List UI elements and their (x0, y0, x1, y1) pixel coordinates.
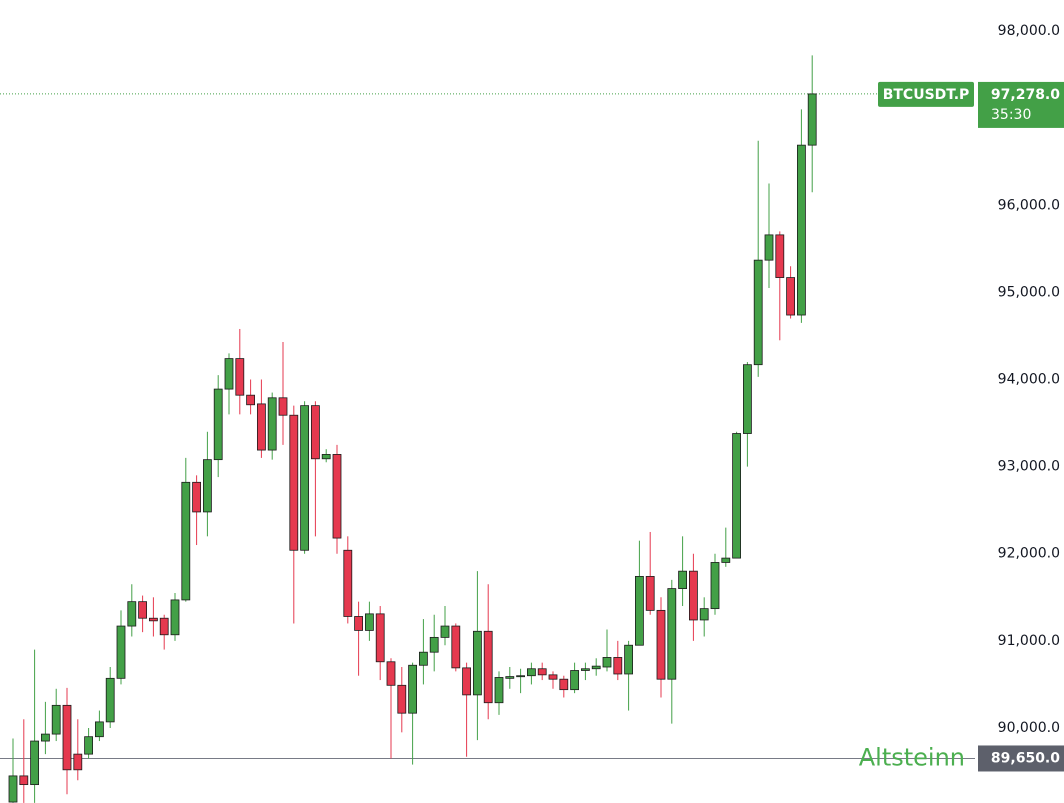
candle-body (462, 667, 472, 696)
candle-body (310, 405, 320, 460)
candle-body (516, 675, 525, 678)
candle-body (408, 664, 418, 714)
candle-body (602, 657, 612, 668)
candle-body (537, 668, 547, 676)
candle-body (364, 613, 374, 631)
candle-body (645, 575, 655, 611)
candle-body (797, 144, 806, 316)
candle-body (483, 630, 493, 704)
level-label: 89,650.0 (991, 750, 1060, 766)
y-tick-label: 93,000.0 (998, 459, 1060, 475)
candle-body (472, 630, 482, 696)
candle-body (397, 684, 407, 714)
candle-body (559, 678, 569, 691)
candle-body (246, 394, 256, 406)
candle-body (105, 677, 115, 723)
candle-body (51, 704, 61, 735)
candle-body (73, 753, 83, 771)
y-tick-label: 95,000.0 (998, 284, 1060, 300)
countdown-label: 35:30 (991, 107, 1031, 123)
candle-body (764, 234, 774, 261)
candle-body (667, 588, 677, 680)
candle-body (224, 358, 234, 390)
candle-body (256, 403, 266, 451)
candle-body (84, 736, 93, 755)
candle-body (613, 657, 623, 675)
candle-body (753, 259, 763, 366)
level-label-box (978, 745, 1064, 772)
candle-body (440, 625, 450, 638)
y-tick-label: 92,000.0 (998, 546, 1060, 562)
candle-body (127, 601, 137, 627)
candle-body (138, 601, 148, 619)
candle-body (710, 562, 720, 610)
candle-body (41, 733, 50, 742)
candle-body (678, 570, 687, 589)
candle-body (527, 668, 536, 677)
candle-body (570, 670, 579, 691)
candle-body (116, 625, 126, 679)
candle-body (148, 617, 158, 622)
candle-body (732, 433, 741, 559)
candle-body (386, 661, 396, 686)
candle-body (289, 414, 299, 551)
candle-body (267, 397, 277, 451)
candle-body (505, 676, 515, 679)
candle-body (775, 234, 785, 278)
candle-body (95, 721, 104, 738)
candle-body (429, 636, 439, 653)
candle-body (8, 775, 18, 803)
symbol-box (878, 81, 974, 107)
candle-body (689, 570, 698, 621)
candle-body (743, 364, 752, 434)
candle-body (375, 613, 385, 663)
symbol-label: BTCUSDT.P (883, 87, 970, 103)
candle-body (202, 459, 212, 513)
candle-body (19, 775, 29, 786)
candle-body (343, 549, 353, 617)
y-tick-label: 96,000.0 (998, 197, 1060, 213)
candle-body (235, 358, 245, 396)
last-price-box (978, 81, 1064, 128)
candle-body (807, 93, 817, 146)
candle-body (721, 557, 731, 563)
y-tick-label: 91,000.0 (998, 633, 1060, 649)
candle-body (624, 644, 633, 675)
candle-body (786, 277, 795, 316)
candle-body (494, 677, 504, 704)
candle-body (548, 674, 558, 680)
candle-body (354, 616, 364, 631)
candle-body (591, 665, 601, 670)
candle-body (300, 405, 310, 551)
candle-body (451, 625, 461, 669)
candle-body (213, 388, 223, 461)
candle-body (192, 481, 202, 513)
candle-body (332, 454, 342, 539)
candle-body (418, 651, 428, 666)
candle-body (181, 481, 191, 601)
candle-body (62, 704, 72, 771)
level-name: Altsteinn (859, 743, 965, 771)
candle-body (321, 454, 331, 460)
last-price-label: 97,278.0 (991, 87, 1060, 103)
candle-body (699, 608, 709, 621)
candle-body (278, 397, 288, 416)
y-tick-label: 94,000.0 (998, 372, 1060, 388)
y-tick-label: 98,000.0 (998, 23, 1060, 39)
candle-body (656, 609, 666, 680)
candle-body (30, 740, 40, 786)
candle-body (170, 599, 180, 636)
y-tick-label: 90,000.0 (998, 720, 1060, 736)
candle-body (635, 575, 644, 646)
candle-body (581, 668, 590, 671)
candle-body (159, 617, 169, 636)
